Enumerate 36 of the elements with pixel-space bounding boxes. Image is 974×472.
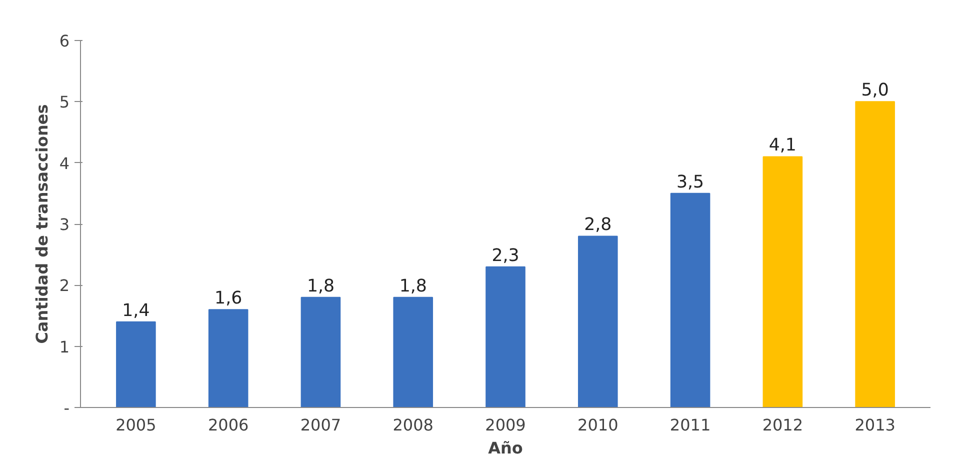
x-tick-label: 2013 <box>854 416 896 434</box>
x-tick-label: 2010 <box>578 416 618 434</box>
y-tick-label: 5 <box>59 92 70 112</box>
bar <box>762 156 803 408</box>
y-tick-label: 3 <box>59 215 70 234</box>
data-label: 4,1 <box>768 136 796 156</box>
bar <box>578 236 618 408</box>
y-axis-title: Cantidad de transacciones <box>32 104 52 344</box>
bar <box>208 309 248 408</box>
y-tick-label: 2 <box>59 276 70 296</box>
bar <box>670 192 710 408</box>
bar <box>300 296 341 408</box>
bar <box>393 296 434 408</box>
y-tick-label: - <box>64 398 70 418</box>
x-tick-label: 2007 <box>300 416 342 434</box>
y-tick-label: 1 <box>59 337 70 356</box>
x-tick-label: 2006 <box>208 416 249 434</box>
data-label: 1,8 <box>399 276 427 296</box>
data-label: 1,6 <box>214 288 242 309</box>
data-label: 1,4 <box>122 300 150 321</box>
x-tick-label: 2008 <box>392 416 434 434</box>
bar <box>486 266 526 408</box>
data-label: 1,8 <box>306 276 334 296</box>
x-tick-label: 2012 <box>762 416 804 434</box>
bar <box>116 321 156 408</box>
y-tick-label: 6 <box>59 32 70 50</box>
x-tick-label: 2005 <box>116 416 156 434</box>
x-tick-label: 2009 <box>485 416 526 434</box>
data-label: 2,8 <box>584 215 612 236</box>
data-label: 5,0 <box>861 80 889 101</box>
data-label: 3,5 <box>676 172 704 192</box>
y-tick-label: 4 <box>59 154 70 173</box>
bar <box>855 101 895 408</box>
x-tick-label: 2011 <box>670 416 711 434</box>
x-axis-title: Año <box>488 438 523 458</box>
data-label: 2,3 <box>492 246 520 266</box>
